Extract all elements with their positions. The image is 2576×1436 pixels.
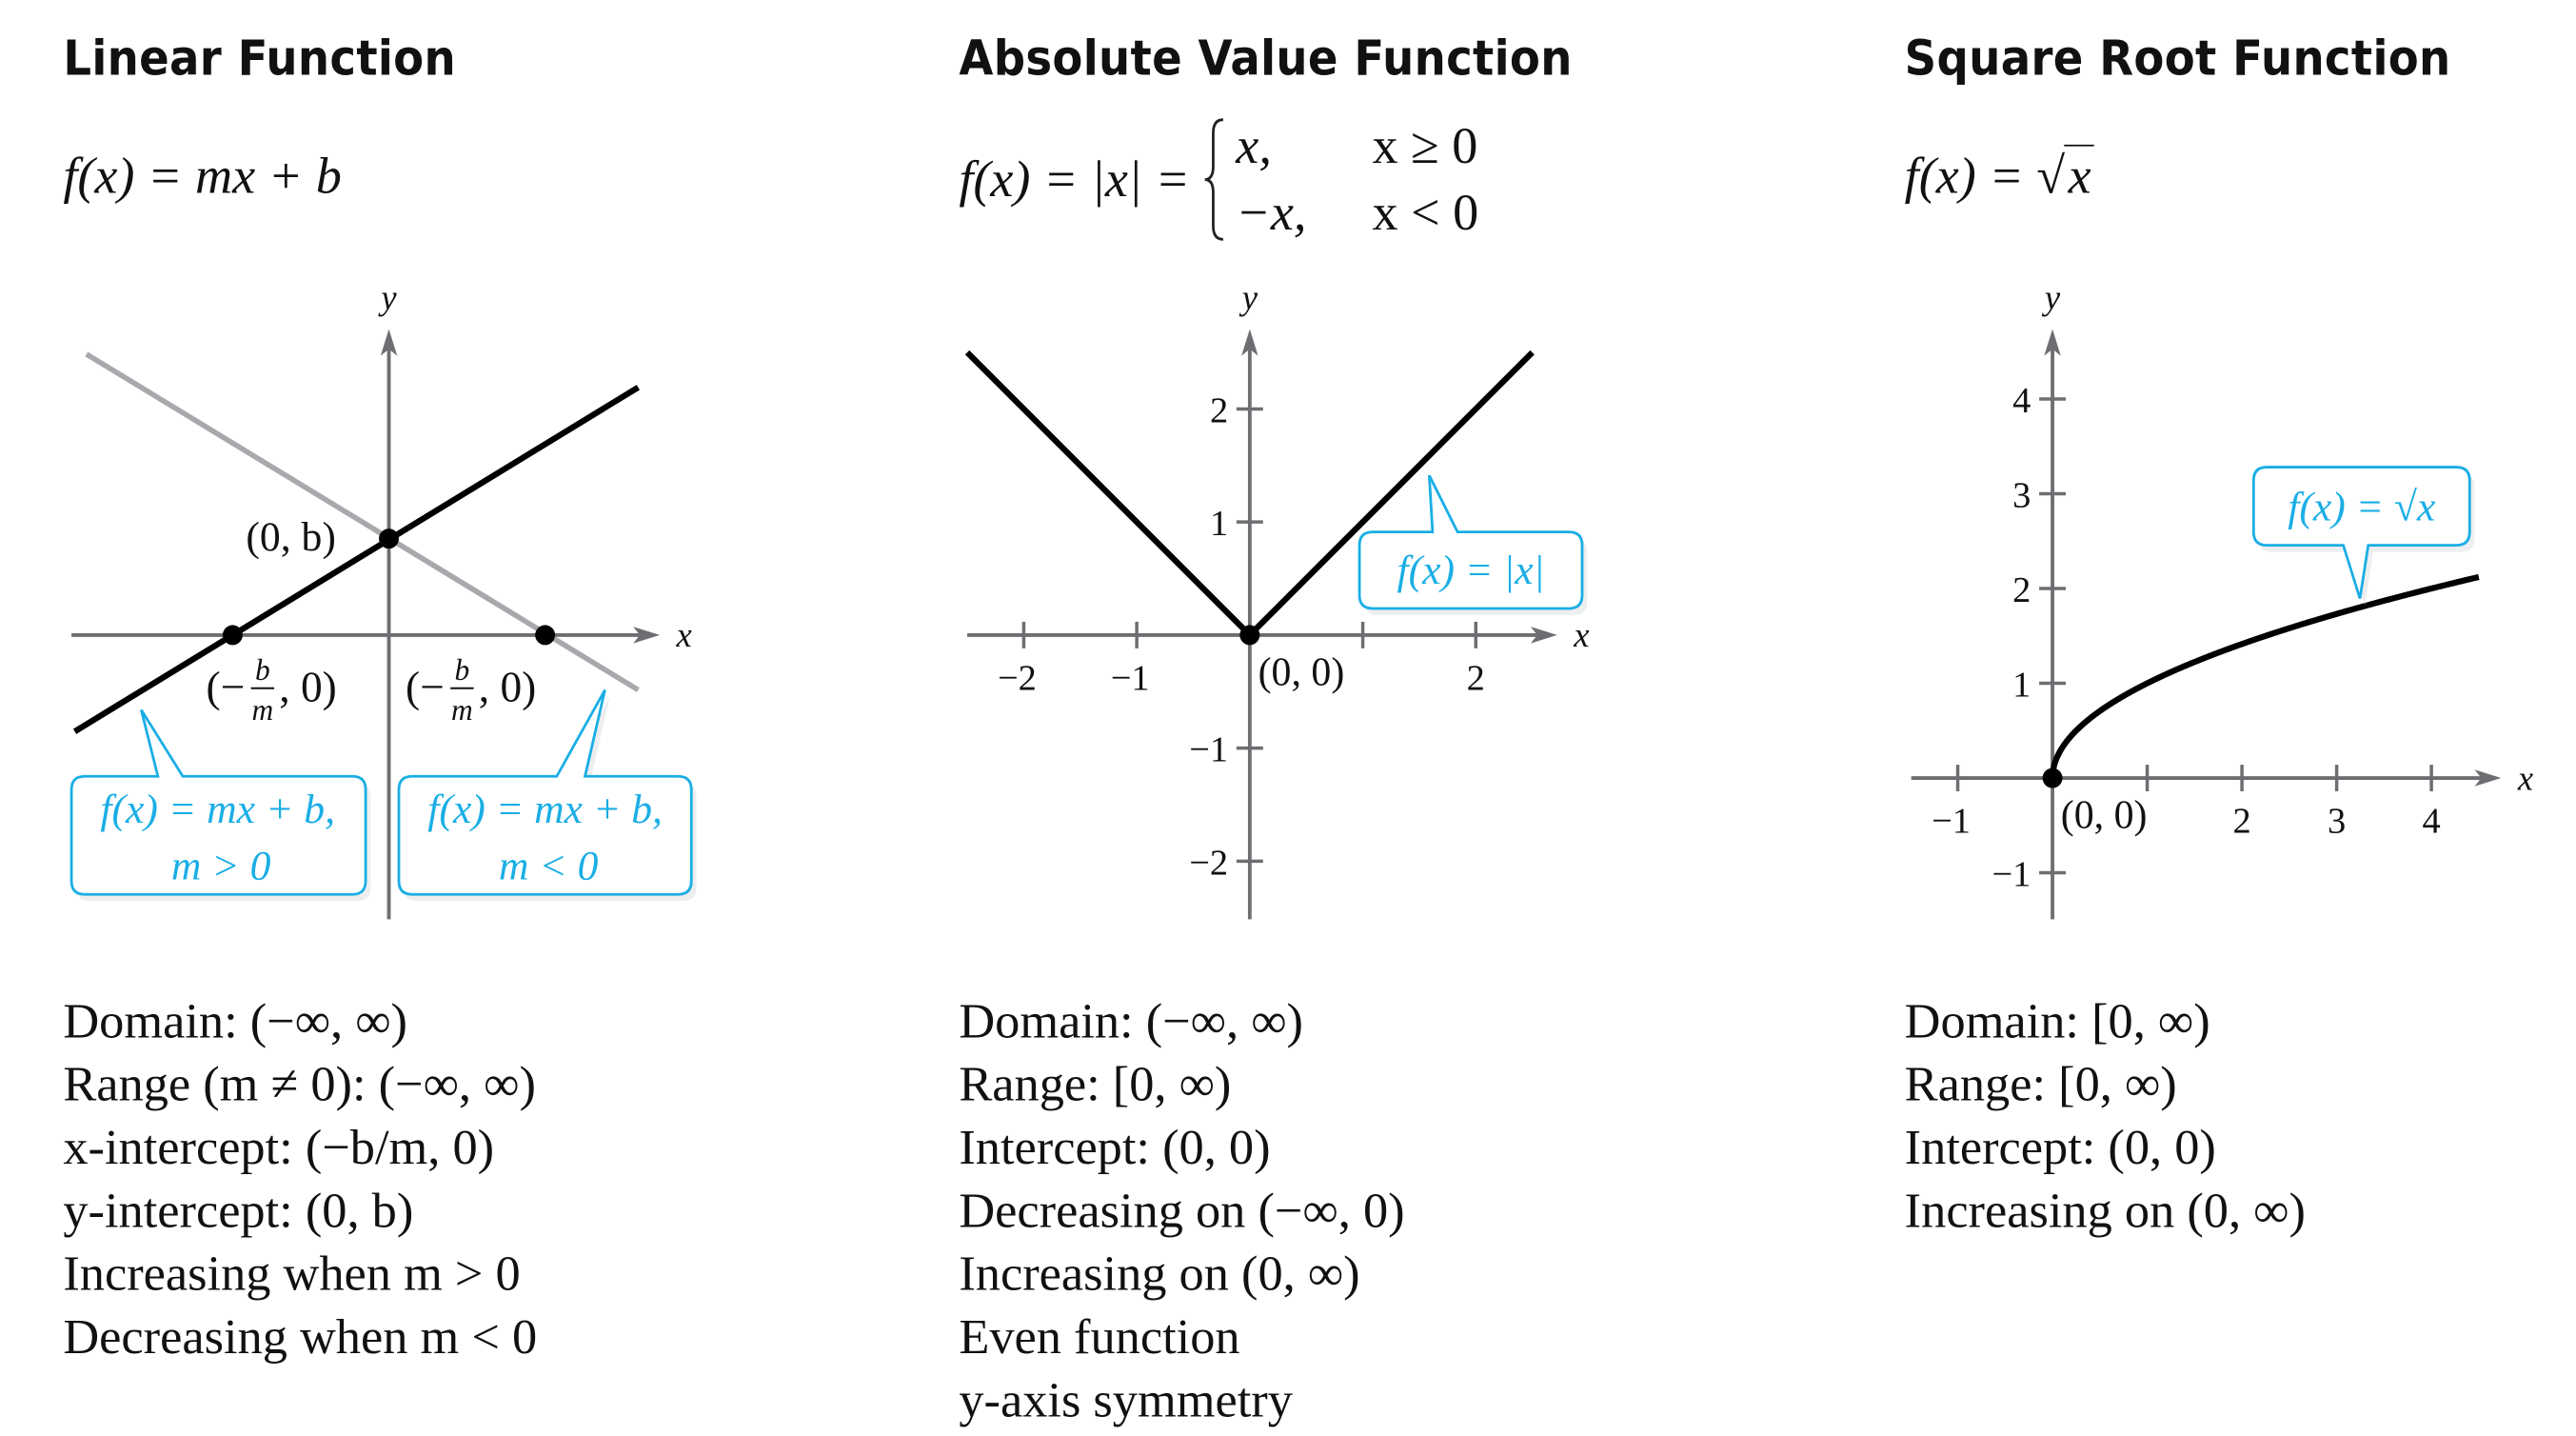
square-root-formula: f(x) = √ x (1904, 144, 2095, 207)
callout-text: m < 0 (499, 844, 599, 889)
fraction-numerator: b (454, 653, 469, 687)
function-curve (2049, 573, 2480, 779)
y-tick-label: 4 (2012, 381, 2031, 421)
case-row: x, x ≥ 0 (1236, 113, 1478, 180)
label-open: (− (406, 664, 445, 711)
y-tick-label: 3 (2012, 475, 2031, 515)
property-line: Range: [0, ∞) (1904, 1057, 2177, 1112)
x-axis-label: x (676, 615, 692, 654)
label-open: (− (206, 664, 245, 711)
property-line: Decreasing when m < 0 (63, 1309, 538, 1366)
property-line: Intercept: (0, 0) (959, 1120, 1271, 1176)
intercept-point (535, 625, 556, 646)
absolute-value-formula: f(x) = |x| = x, x ≥ 0 −x, x < 0 (959, 113, 1478, 247)
x-tick-label: 4 (2423, 802, 2441, 842)
y-axis-arrow-icon (1241, 329, 1258, 356)
property-line: Even function (959, 1309, 1240, 1366)
property-line: Increasing when m > 0 (63, 1247, 521, 1302)
y-axis-label: y (377, 278, 397, 317)
case-cond: x < 0 (1372, 183, 1479, 242)
property-line: Increasing on (0, ∞) (959, 1247, 1360, 1302)
y-tick-label: −1 (1189, 730, 1228, 770)
absolute-value-properties: Domain: (−∞, ∞) Range: [0, ∞) Intercept: (… (959, 990, 1404, 1432)
fraction-denominator: m (451, 693, 473, 727)
case-row: −x, x < 0 (1236, 180, 1478, 247)
callout-text: f(x) = mx + b, (427, 787, 663, 832)
case-cond: x ≥ 0 (1372, 116, 1478, 175)
origin-point (1239, 625, 1260, 646)
callout-sqrt (2251, 466, 2471, 599)
y-tick-label: 1 (1210, 504, 1228, 544)
x-axis-arrow-icon (633, 627, 661, 644)
property-line: Range (m ≠ 0): (−∞, ∞) (63, 1057, 536, 1112)
case-expr: x, (1236, 116, 1272, 175)
property-line: y-axis symmetry (959, 1373, 1293, 1428)
callout-text: f(x) = |x| (1397, 548, 1544, 593)
brace-icon (1204, 118, 1223, 241)
absolute-value-title: Absolute Value Function (959, 30, 1573, 87)
radical-icon: √ (2036, 146, 2066, 205)
linear-formula: f(x) = mx + b (63, 147, 341, 207)
piecewise-cases: x, x ≥ 0 −x, x < 0 (1202, 113, 1478, 247)
property-line: Domain: (−∞, ∞) (959, 993, 1304, 1049)
radicand: x (2065, 144, 2095, 205)
y-tick-label: 2 (1210, 390, 1228, 430)
y-tick-label: 1 (2012, 665, 2031, 705)
property-line: Domain: (−∞, ∞) (63, 993, 408, 1049)
x-axis-arrow-icon (1530, 627, 1557, 644)
absolute-value-formula-lhs: f(x) = |x| = (959, 150, 1203, 209)
x-axis-label: x (2517, 758, 2533, 797)
label-close: , 0) (279, 664, 337, 711)
x-axis-label: x (1573, 615, 1589, 654)
callout-negative (397, 688, 693, 896)
property-line: y-intercept: (0, b) (63, 1184, 414, 1239)
y-tick-label: −2 (1189, 843, 1228, 883)
x-axis-arrow-icon (2474, 769, 2502, 787)
property-line: x-intercept: (−b/m, 0) (63, 1120, 495, 1176)
label-close: , 0) (479, 664, 537, 711)
y-tick-label: 2 (2012, 570, 2031, 610)
x-tick-label: 3 (2328, 802, 2346, 842)
x-tick-label: 2 (2232, 802, 2250, 842)
y-axis-arrow-icon (2044, 329, 2061, 356)
line-negative-slope (85, 351, 640, 692)
linear-title: Linear Function (63, 30, 456, 87)
property-line: Range: [0, ∞) (959, 1057, 1232, 1112)
property-line: Intercept: (0, 0) (1904, 1120, 2216, 1176)
x-tick-label: −2 (998, 659, 1037, 699)
x-tick-label: −1 (1932, 802, 1971, 842)
intercept-point (379, 529, 399, 549)
property-line: Increasing on (0, ∞) (1904, 1184, 2306, 1239)
linear-formula-text: f(x) = mx + b (63, 146, 342, 205)
square-root-formula-lhs: f(x) = (1904, 146, 2037, 205)
callout-text: f(x) = mx + b, (100, 787, 335, 832)
y-intercept-label: (0, b) (246, 514, 336, 560)
property-line: Domain: [0, ∞) (1904, 993, 2210, 1049)
property-line: Decreasing on (−∞, 0) (959, 1184, 1405, 1239)
y-axis-arrow-icon (380, 329, 398, 356)
origin-label: (0, 0) (2061, 793, 2148, 837)
case-expr: −x, (1236, 183, 1307, 242)
callout-positive (69, 708, 367, 896)
square-root-properties: Domain: [0, ∞) Range: [0, ∞) Intercept: (0… (1905, 990, 2306, 1243)
callout-text: m > 0 (171, 844, 271, 889)
y-tick-label: −1 (1992, 855, 2031, 895)
linear-properties: Domain: (−∞, ∞) Range (m ≠ 0): (−∞, ∞) x-i… (63, 990, 537, 1369)
fraction-denominator: m (251, 693, 273, 727)
origin-label: (0, 0) (1258, 650, 1345, 694)
intercept-point (222, 625, 243, 646)
x-tick-label: 2 (1467, 659, 1485, 699)
callout-text: f(x) = √x (2288, 484, 2436, 529)
square-root-title: Square Root Function (1904, 30, 2451, 87)
origin-point (2042, 768, 2063, 788)
line-positive-slope (72, 385, 641, 734)
y-axis-label: y (2041, 278, 2061, 317)
callout-abs (1357, 474, 1584, 610)
x-tick-label: −1 (1111, 659, 1150, 699)
fraction-numerator: b (255, 653, 270, 687)
y-axis-label: y (1238, 278, 1258, 317)
